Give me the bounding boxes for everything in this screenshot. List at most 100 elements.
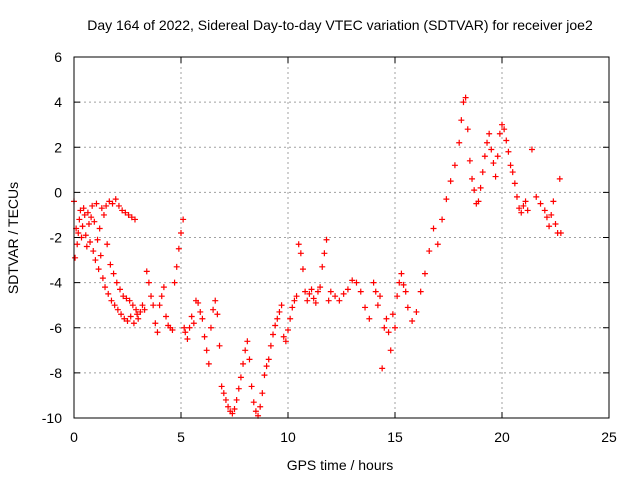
data-point bbox=[486, 130, 493, 137]
data-point bbox=[513, 193, 520, 200]
data-point bbox=[163, 313, 170, 320]
data-point bbox=[98, 205, 105, 212]
data-point bbox=[111, 302, 118, 309]
data-point bbox=[291, 297, 298, 304]
data-point bbox=[130, 320, 137, 327]
data-point bbox=[552, 220, 559, 227]
data-point bbox=[518, 209, 525, 216]
data-point bbox=[319, 263, 326, 270]
data-point bbox=[77, 207, 84, 214]
data-point bbox=[169, 327, 176, 334]
data-point bbox=[332, 293, 339, 300]
data-point bbox=[87, 239, 94, 246]
data-point bbox=[374, 302, 381, 309]
y-tick-label: -6 bbox=[50, 320, 63, 336]
data-point bbox=[312, 299, 319, 306]
data-point bbox=[89, 202, 96, 209]
data-point bbox=[141, 306, 148, 313]
data-point bbox=[336, 297, 343, 304]
data-point bbox=[108, 297, 115, 304]
data-point bbox=[537, 200, 544, 207]
data-point bbox=[186, 324, 193, 331]
data-point bbox=[75, 229, 82, 236]
data-point bbox=[505, 148, 512, 155]
data-point bbox=[231, 405, 238, 412]
data-point bbox=[150, 302, 157, 309]
data-point bbox=[447, 178, 454, 185]
data-point bbox=[550, 198, 557, 205]
data-point bbox=[372, 288, 379, 295]
data-point bbox=[135, 315, 142, 322]
data-point bbox=[349, 277, 356, 284]
data-point bbox=[79, 223, 86, 230]
data-point bbox=[270, 331, 277, 338]
data-point bbox=[246, 356, 253, 363]
data-point bbox=[100, 211, 107, 218]
data-point bbox=[274, 315, 281, 322]
data-point bbox=[426, 248, 433, 255]
data-point bbox=[182, 329, 189, 336]
data-point bbox=[115, 202, 122, 209]
data-point bbox=[90, 248, 97, 255]
data-point bbox=[509, 169, 516, 176]
data-point bbox=[477, 184, 484, 191]
data-point bbox=[94, 236, 101, 243]
data-point bbox=[76, 216, 83, 223]
data-point bbox=[464, 126, 471, 133]
data-point bbox=[443, 196, 450, 203]
data-point bbox=[103, 202, 110, 209]
data-point bbox=[451, 162, 458, 169]
data-point bbox=[469, 175, 476, 182]
data-point bbox=[240, 360, 247, 367]
data-point bbox=[516, 205, 523, 212]
data-point bbox=[396, 279, 403, 286]
data-point bbox=[314, 288, 321, 295]
data-point bbox=[113, 279, 120, 286]
data-point bbox=[91, 218, 98, 225]
data-point bbox=[128, 214, 135, 221]
data-point bbox=[160, 284, 167, 291]
data-point bbox=[511, 180, 518, 187]
data-point bbox=[302, 288, 309, 295]
data-point bbox=[501, 126, 508, 133]
data-point bbox=[120, 293, 127, 300]
data-point bbox=[499, 121, 505, 128]
x-tick-label: 5 bbox=[177, 429, 185, 445]
data-point bbox=[139, 302, 146, 309]
data-point bbox=[387, 347, 394, 354]
data-point bbox=[96, 225, 103, 232]
data-point bbox=[546, 223, 553, 230]
data-point bbox=[460, 99, 467, 106]
data-point bbox=[272, 322, 279, 329]
data-point bbox=[72, 254, 79, 261]
data-point bbox=[267, 342, 274, 349]
data-point bbox=[327, 288, 334, 295]
data-point bbox=[413, 308, 420, 315]
data-point bbox=[409, 317, 416, 324]
data-point bbox=[158, 293, 165, 300]
data-point bbox=[394, 293, 401, 300]
data-point bbox=[556, 175, 563, 182]
data-point bbox=[102, 284, 109, 291]
data-point bbox=[178, 229, 184, 236]
data-point bbox=[81, 211, 88, 218]
data-point bbox=[344, 286, 351, 293]
data-point bbox=[152, 320, 159, 327]
data-point bbox=[88, 214, 95, 221]
data-point bbox=[133, 306, 140, 313]
data-point bbox=[385, 329, 392, 336]
data-point bbox=[304, 297, 311, 304]
data-point bbox=[85, 220, 92, 227]
data-point bbox=[325, 297, 332, 304]
data-point bbox=[484, 139, 491, 146]
y-tick-label: -4 bbox=[50, 275, 63, 291]
data-point bbox=[370, 279, 377, 286]
data-point bbox=[520, 202, 527, 209]
data-markers bbox=[71, 94, 564, 419]
data-point bbox=[137, 308, 144, 315]
data-point bbox=[110, 270, 117, 277]
data-point bbox=[222, 396, 229, 403]
data-point bbox=[188, 313, 195, 320]
x-tick-label: 25 bbox=[601, 429, 617, 445]
data-point bbox=[317, 284, 324, 291]
